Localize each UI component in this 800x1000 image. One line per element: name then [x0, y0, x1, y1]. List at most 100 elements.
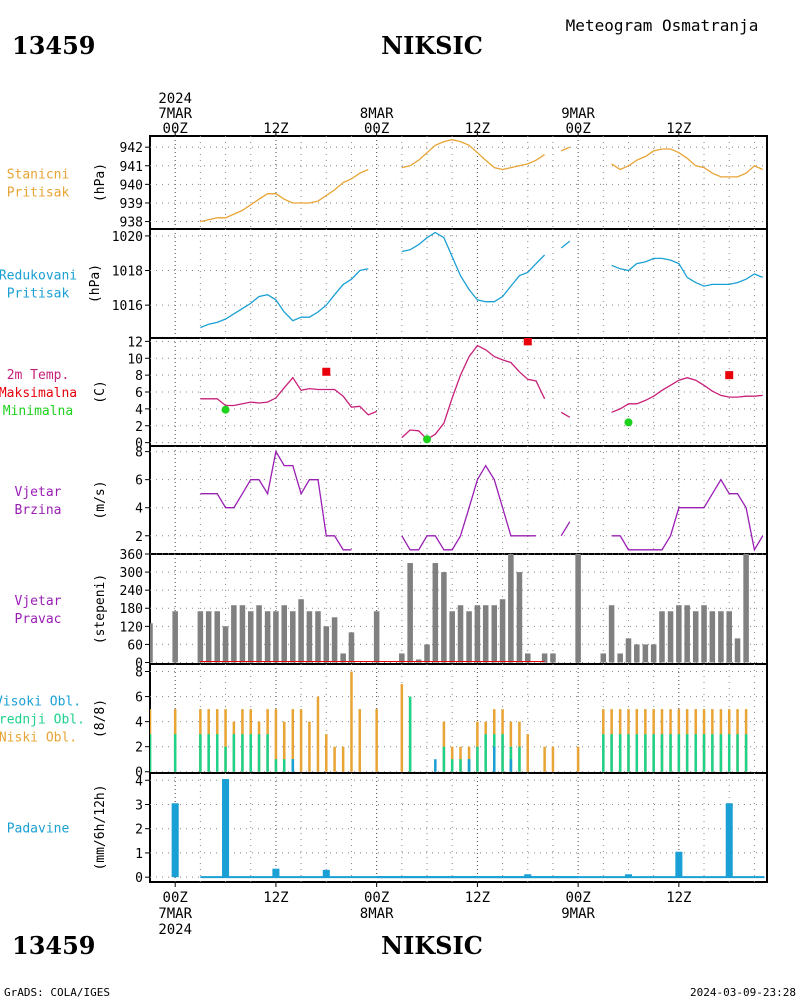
y-tick-label: 2	[135, 530, 143, 545]
time-label-bottom: 00Z	[565, 890, 590, 906]
y-tick-label: 1018	[112, 265, 143, 280]
wind-dir-bar	[306, 611, 313, 663]
wind-dir-bar	[172, 611, 178, 663]
wind-dir-bar	[575, 554, 581, 663]
wind-dir-bar	[273, 611, 279, 663]
y-tick-label: 4	[135, 403, 143, 418]
wind-dir-bar	[331, 617, 338, 663]
panel-label: Padavine	[7, 822, 70, 837]
y-unit-label: (hPa)	[93, 163, 108, 202]
precip-bar	[322, 869, 330, 878]
series-line	[200, 268, 369, 329]
wind-dir-bar	[642, 644, 649, 663]
cloud-low-bar	[341, 746, 345, 772]
time-label-top: 00Z	[364, 121, 389, 137]
wind-dir-bar	[608, 605, 615, 663]
cloud-low-bar	[282, 721, 286, 772]
time-label-top: 2024	[158, 91, 192, 107]
station-id-bottom: 13459	[12, 931, 96, 960]
cloud-high-bar	[434, 759, 437, 772]
cloud-high-bar	[467, 759, 471, 772]
y-tick-label: 940	[120, 178, 143, 193]
cloud-mid-bar	[501, 734, 504, 772]
panel-label: Minimalna	[3, 404, 73, 419]
y-tick-label: 8	[135, 369, 143, 384]
y-unit-label: (C)	[93, 380, 108, 403]
series-line	[560, 240, 571, 249]
wind-dir-bar	[407, 563, 413, 663]
y-tick-label: 1020	[112, 230, 143, 245]
time-label-bottom: 8MAR	[360, 906, 394, 922]
wind-dir-bar	[491, 605, 498, 663]
cloud-mid-bar	[459, 759, 462, 772]
cloud-mid-bar	[602, 734, 605, 772]
precip-bar	[624, 874, 633, 878]
panel-wind_direction: 0 60 120 180 240 300 360 (stepeni) Vjetar Pravac	[15, 548, 768, 671]
cloud-low-bar	[358, 709, 362, 772]
panel-precipitation: 0 1 2 3 4 (mm/6h/12h) Padavine	[7, 772, 768, 886]
wind-dir-bar	[692, 611, 699, 663]
panel-label: Stanicni	[7, 168, 70, 183]
cloud-mid-bar	[199, 734, 202, 772]
cloud-low-bar	[274, 709, 278, 772]
wind-dir-bar	[474, 605, 481, 663]
cloud-mid-bar	[644, 734, 647, 772]
wind-dir-bar	[650, 644, 657, 663]
wind-dir-bar	[256, 605, 262, 663]
precip-bar	[675, 851, 683, 878]
series-line	[611, 148, 763, 178]
cloud-mid-bar	[627, 734, 630, 772]
time-label-top: 00Z	[163, 121, 188, 137]
time-label-bottom: 12Z	[666, 890, 691, 906]
y-tick-label: 1016	[112, 299, 143, 314]
wind-dir-bar	[340, 653, 346, 663]
y-tick-label: 938	[120, 216, 143, 231]
plot-area	[171, 779, 765, 879]
cloud-mid-bar	[207, 734, 210, 772]
cloud-mid-bar	[442, 746, 446, 772]
wind-dir-bar	[264, 611, 271, 663]
cloud-low-bar	[325, 734, 328, 772]
wind-dir-bar	[659, 611, 665, 663]
series-line	[200, 376, 377, 416]
time-label-bottom: 9MAR	[561, 906, 595, 922]
wind-dir-bar	[617, 653, 623, 663]
wind-dir-bar	[231, 605, 237, 663]
wind-dir-bar	[281, 605, 287, 663]
cloud-mid-bar	[282, 759, 286, 772]
plot-area	[150, 671, 748, 772]
wind-dir-bar	[239, 605, 246, 663]
y-tick-label: 6	[135, 386, 143, 401]
time-label-bottom: 7MAR	[158, 906, 192, 922]
panel-reduced_pressure: 1016 1018 1020 (hPa) Redukovani Pritisak	[0, 228, 768, 339]
cloud-low-bar	[576, 746, 580, 772]
series-line	[401, 139, 545, 171]
y-tick-label: 0	[135, 437, 143, 452]
y-tick-label: 4	[135, 774, 143, 789]
cloud-low-bar	[224, 709, 227, 772]
wind-dir-bar	[524, 653, 531, 663]
cloud-mid-bar	[669, 734, 672, 772]
y-tick-label: 6	[135, 474, 143, 489]
station-id-top: 13459	[12, 31, 96, 60]
y-tick-label: 8	[135, 666, 143, 681]
series-line	[560, 146, 571, 152]
panel-frame	[149, 445, 768, 555]
plot-area	[150, 554, 749, 663]
wind-dir-bar	[541, 653, 548, 663]
wind-dir-bar	[634, 644, 640, 663]
wind-dir-bar	[290, 611, 296, 663]
plot-area	[200, 338, 763, 444]
panel-label: Visoki Obl.	[0, 695, 81, 710]
time-label-top: 00Z	[565, 121, 590, 137]
cloud-mid-bar	[408, 696, 412, 772]
y-tick-label: 0	[135, 656, 143, 671]
precip-bar	[171, 803, 179, 878]
cloud-mid-bar	[241, 734, 244, 772]
series-line	[611, 257, 763, 287]
series-line	[401, 231, 546, 303]
wind-dir-bar	[150, 623, 153, 663]
y-unit-label: (hPa)	[88, 264, 103, 303]
